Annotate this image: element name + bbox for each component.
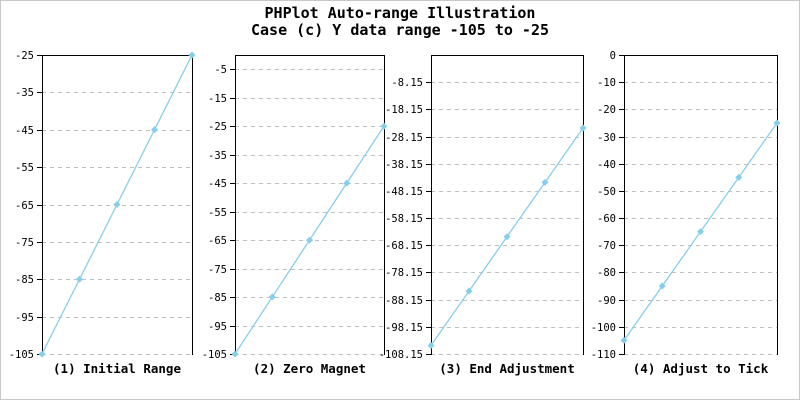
y-tick-label: -85 bbox=[15, 274, 34, 286]
y-tick-label: 0 bbox=[610, 50, 616, 62]
y-tick-label: -65 bbox=[15, 200, 34, 212]
y-tick-label: -75 bbox=[15, 237, 34, 249]
data-point-marker bbox=[579, 124, 587, 132]
data-point-marker bbox=[620, 336, 628, 344]
data-point-marker bbox=[380, 122, 388, 130]
data-point-marker bbox=[503, 233, 511, 241]
y-tick-label: -18.15 bbox=[385, 104, 423, 116]
y-tick-label: -88.15 bbox=[385, 295, 423, 307]
data-point-marker bbox=[188, 51, 196, 59]
y-tick-label: -108.15 bbox=[379, 349, 423, 361]
panel-3: -8.15 -18.15 -28.15 -38.15 -48.15 -58.15 -68.1… bbox=[379, 55, 587, 376]
data-point-marker bbox=[76, 275, 83, 283]
y-tick-label: -30 bbox=[597, 132, 616, 144]
y-tick-label: -110 bbox=[591, 349, 616, 361]
y-tick-label: -25 bbox=[15, 50, 34, 62]
data-point-marker bbox=[38, 350, 46, 358]
y-tick-label: -20 bbox=[597, 104, 616, 116]
data-point-marker bbox=[773, 119, 781, 127]
panel-2: -5 -15 -25 -35 -45 -55 -65 -75 -85 -95 -105 (2) Zer… bbox=[202, 55, 388, 376]
chart-subtitle: Case (c) Y data range -105 to -25 bbox=[250, 21, 549, 39]
y-tick-label: -10 bbox=[597, 77, 616, 89]
y-tick-label: -8.15 bbox=[391, 77, 423, 89]
y-tick-label: -60 bbox=[597, 213, 616, 225]
y-tick-label: -35 bbox=[208, 150, 227, 162]
y-tick-label: -65 bbox=[208, 235, 227, 247]
y-tick-label: -100 bbox=[591, 322, 616, 334]
y-tick-label: -40 bbox=[597, 159, 616, 171]
y-tick-label: -50 bbox=[597, 186, 616, 198]
panel-title: (1) Initial Range bbox=[53, 361, 181, 376]
y-tick-label: -85 bbox=[208, 292, 227, 304]
y-tick-label: -95 bbox=[208, 321, 227, 333]
y-tick-label: -98.15 bbox=[385, 322, 423, 334]
chart-title: PHPlot Auto-range Illustration bbox=[264, 4, 536, 22]
y-tick-label: -58.15 bbox=[385, 213, 423, 225]
y-tick-label: -28.15 bbox=[385, 132, 423, 144]
y-tick-label: -78.15 bbox=[385, 267, 423, 279]
y-tick-label: -80 bbox=[597, 267, 616, 279]
y-tick-label: -70 bbox=[597, 240, 616, 252]
data-point-marker bbox=[113, 201, 121, 208]
data-point-marker bbox=[541, 178, 549, 186]
y-tick-label: -95 bbox=[15, 312, 34, 324]
panel-4: 0 -10 -20 -30 -40 -50 -60 -70 -80 -90 -100 -110 (4) … bbox=[591, 50, 781, 376]
y-tick-label: -75 bbox=[208, 264, 227, 276]
data-point-marker bbox=[268, 293, 276, 301]
y-tick-label: -105 bbox=[9, 349, 34, 361]
panel-1: -25 -35 -45 -55 -65 -75 -85 -95 -105 (1) Initial … bbox=[9, 50, 196, 376]
data-point-marker bbox=[306, 236, 313, 244]
y-tick-label: -45 bbox=[15, 125, 34, 137]
data-point-marker bbox=[735, 173, 743, 181]
y-tick-label: -25 bbox=[208, 121, 227, 133]
data-point-marker bbox=[658, 282, 666, 290]
data-point-marker bbox=[697, 228, 704, 236]
data-point-marker bbox=[151, 126, 158, 134]
y-tick-label: -68.15 bbox=[385, 240, 423, 252]
y-tick-label: -35 bbox=[15, 87, 34, 99]
y-tick-label: -38.15 bbox=[385, 159, 423, 171]
y-tick-label: -55 bbox=[15, 162, 34, 174]
y-tick-label: -5 bbox=[214, 64, 227, 76]
data-point-marker bbox=[343, 179, 351, 187]
data-point-marker bbox=[231, 350, 239, 358]
y-tick-label: -15 bbox=[208, 93, 227, 105]
y-tick-label: -55 bbox=[208, 207, 227, 219]
y-tick-label: -105 bbox=[202, 349, 227, 361]
data-point-marker bbox=[427, 341, 435, 349]
y-tick-label: -45 bbox=[208, 178, 227, 190]
data-point-marker bbox=[465, 287, 473, 295]
panel-title: (4) Adjust to Tick bbox=[633, 361, 769, 376]
panel-title: (3) End Adjustment bbox=[439, 361, 574, 376]
y-tick-label: -48.15 bbox=[385, 186, 423, 198]
y-tick-label: -90 bbox=[597, 295, 616, 307]
panel-title: (2) Zero Magnet bbox=[253, 361, 366, 376]
